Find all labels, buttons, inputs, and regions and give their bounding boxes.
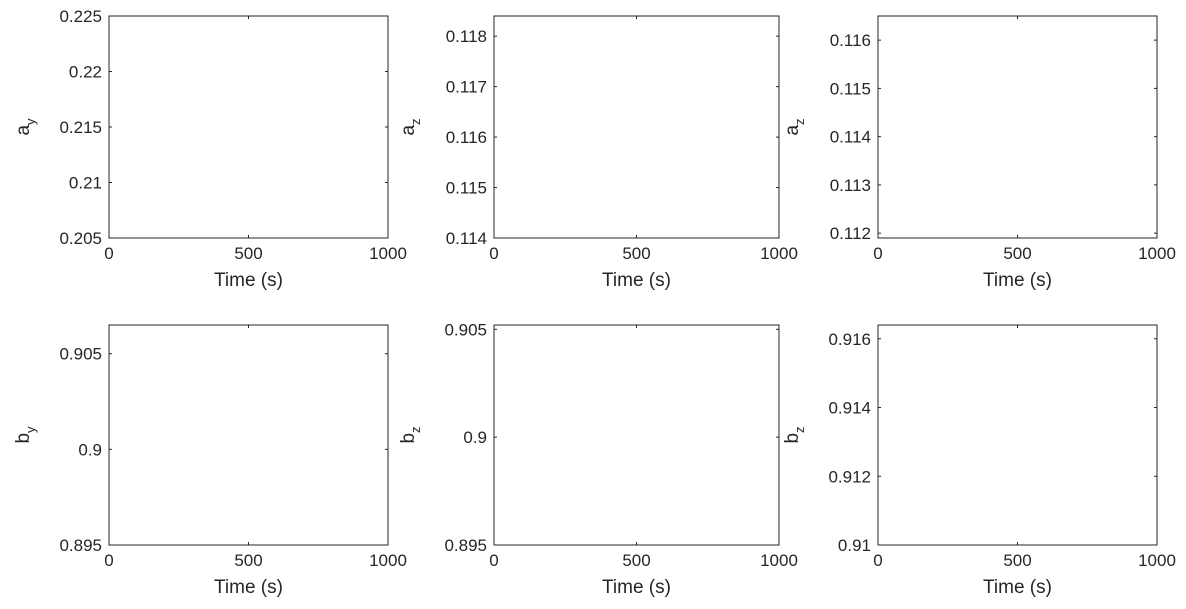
y-axis-label: bz [782,426,807,443]
y-tick-label-4: 0.225 [59,7,102,26]
x-tick-label-1: 500 [622,244,650,263]
y-axis-label-sub: y [23,426,38,433]
y-tick-label-2: 0.905 [444,320,487,339]
x-axis-label: Time (s) [214,577,283,598]
y-axis-label-sub: z [792,118,807,125]
x-tick-label-0: 0 [873,551,882,570]
x-tick-label-1: 500 [1003,244,1031,263]
subplot-5: 0 500 1000 0.895 0.9 0.905 Time (s) bz [398,320,798,598]
y-axis-label-main: b [13,433,34,444]
y-tick-label-0: 0.205 [59,229,102,248]
y-tick-label-0: 0.114 [446,229,487,248]
y-axis-label-sub: y [23,118,38,125]
x-axis-label: Time (s) [602,577,671,598]
x-axis-label: Time (s) [214,270,283,291]
x-tick-label-0: 0 [489,244,498,263]
y-tick-label-2: 0.914 [828,399,871,418]
subplot-3: 0 500 1000 0.112 0.113 0.114 0.115 0.116 Time (s… [782,15,1176,291]
y-tick-label-4: 0.118 [446,27,487,46]
y-tick-label-0: 0.91 [838,536,871,555]
y-axis-label-sub: z [792,426,807,433]
x-tick-label-0: 0 [104,244,113,263]
y-tick-label-3: 0.115 [830,79,871,98]
x-tick-label-1: 500 [1003,551,1031,570]
y-tick-label-1: 0.912 [828,467,871,486]
y-tick-label-1: 0.9 [78,440,102,459]
x-tick-label-2: 1000 [760,551,798,570]
subplot-4: 0 500 1000 0.895 0.9 0.905 Time (s) by [13,324,407,598]
x-tick-label-2: 1000 [1138,551,1176,570]
x-tick-label-1: 500 [234,244,262,263]
plot-frame [108,324,389,546]
x-tick-label-2: 1000 [760,244,798,263]
y-axis-label-sub: z [408,426,423,433]
plot-frame [877,324,1158,546]
y-tick-label-1: 0.113 [830,176,871,195]
y-axis-label: az [398,118,423,135]
y-tick-label-1: 0.9 [463,428,487,447]
x-axis-label: Time (s) [602,270,671,291]
y-tick-label-4: 0.116 [830,31,871,50]
plot-frame [877,15,1158,239]
x-tick-label-1: 500 [234,551,262,570]
x-tick-label-2: 1000 [369,244,407,263]
y-axis-label: az [782,118,807,135]
plot-frame [493,324,780,546]
subplot-6: 0 500 1000 0.91 0.912 0.914 0.916 Time (s) bz [782,324,1176,598]
y-tick-label-0: 0.895 [59,536,102,555]
x-tick-label-0: 0 [104,551,113,570]
y-tick-label-2: 0.905 [59,345,102,364]
y-axis-label: bz [398,426,423,443]
y-axis-label-main: b [782,433,803,444]
x-tick-label-2: 1000 [369,551,407,570]
plot-frame [108,15,389,239]
y-tick-label-1: 0.21 [69,174,102,193]
x-tick-label-1: 500 [622,551,650,570]
y-tick-label-0: 0.895 [444,536,487,555]
x-tick-label-2: 1000 [1138,244,1176,263]
x-tick-label-0: 0 [873,244,882,263]
y-tick-label-3: 0.117 [446,78,487,97]
y-tick-label-0: 0.112 [830,224,871,243]
y-axis-label-main: a [13,125,34,136]
x-axis-label: Time (s) [983,577,1052,598]
x-tick-label-0: 0 [489,551,498,570]
y-axis-label-sub: z [408,118,423,125]
x-axis-label: Time (s) [983,270,1052,291]
y-tick-label-3: 0.916 [828,330,871,349]
y-tick-label-2: 0.114 [830,128,871,147]
y-tick-label-1: 0.115 [446,179,487,198]
y-axis-label-main: b [398,433,419,444]
subplot-1: 0 500 1000 0.205 0.21 0.215 0.22 0.225 Time (s) a… [13,7,407,291]
y-tick-label-2: 0.116 [446,128,487,147]
y-axis-label-main: a [782,125,803,136]
y-tick-label-3: 0.22 [69,63,102,82]
subplot-2: 0 500 1000 0.114 0.115 0.116 0.117 0.118 Time (s… [398,15,798,291]
y-axis-label-main: a [398,125,419,136]
y-axis-label: ay [13,118,38,136]
y-axis-label: by [13,426,38,444]
y-tick-label-2: 0.215 [59,118,102,137]
plot-frame [493,15,780,239]
